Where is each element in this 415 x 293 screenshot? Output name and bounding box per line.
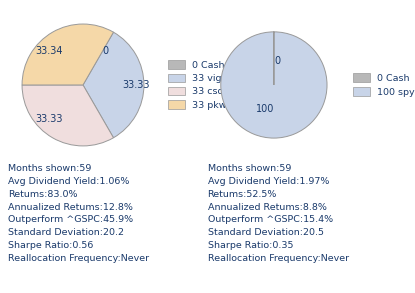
- Text: 100: 100: [256, 104, 274, 114]
- Text: 0: 0: [103, 46, 109, 56]
- Text: 33.33: 33.33: [122, 80, 150, 90]
- Text: 33.33: 33.33: [36, 114, 63, 124]
- Wedge shape: [83, 32, 144, 138]
- Wedge shape: [22, 85, 113, 146]
- Legend: 0 Cash, 33 vig, 33 csd, 33 pkw: 0 Cash, 33 vig, 33 csd, 33 pkw: [167, 59, 228, 110]
- Wedge shape: [221, 32, 327, 138]
- Legend: 0 Cash, 100 spy: 0 Cash, 100 spy: [352, 72, 415, 98]
- Text: Months shown:59
Avg Dividend Yield:1.06%
Retums:83.0%
Annualized Retums:12.8%
Ou: Months shown:59 Avg Dividend Yield:1.06%…: [8, 164, 149, 263]
- Wedge shape: [22, 24, 113, 85]
- Text: 33.34: 33.34: [36, 46, 63, 56]
- Text: 0: 0: [274, 56, 280, 66]
- Text: Months shown:59
Avg Dividend Yield:1.97%
Retums:52.5%
Annualized Retums:8.8%
Out: Months shown:59 Avg Dividend Yield:1.97%…: [208, 164, 349, 263]
- Wedge shape: [83, 32, 113, 85]
